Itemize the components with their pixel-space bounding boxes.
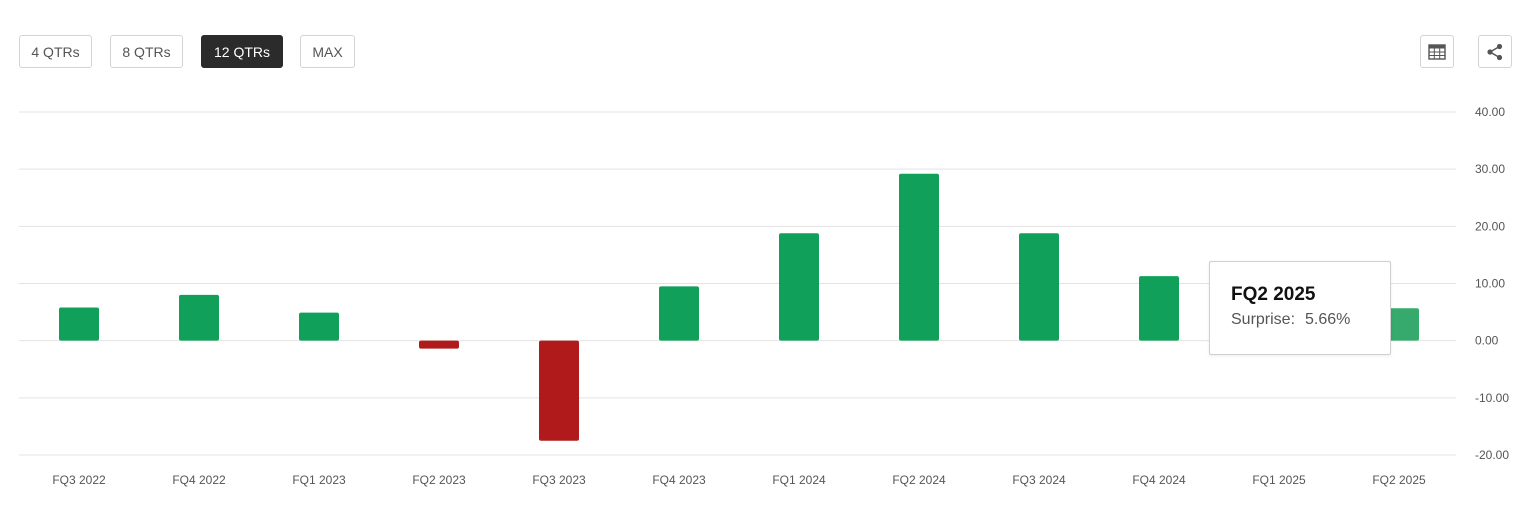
bar-fq4-2023[interactable]	[659, 286, 699, 341]
bar-fq2-2023[interactable]	[419, 340, 459, 349]
range-button-8-qtrs[interactable]: 8 QTRs	[110, 35, 183, 68]
x-tick-label: FQ2 2024	[892, 473, 946, 487]
tooltip-value: 5.66%	[1305, 311, 1351, 328]
tooltip: FQ2 2025 Surprise: 5.66%	[1209, 261, 1391, 355]
y-tick-label: -10.00	[1475, 391, 1509, 405]
x-tick-label: FQ1 2025	[1252, 473, 1306, 487]
tooltip-row: Surprise: 5.66%	[1231, 311, 1390, 329]
bar-fq4-2024[interactable]	[1139, 276, 1179, 341]
table-icon	[1428, 43, 1446, 60]
tooltip-title: FQ2 2025	[1231, 284, 1316, 305]
x-tick-label: FQ4 2023	[652, 473, 706, 487]
y-tick-label: 0.00	[1475, 334, 1499, 348]
y-axis-labels: 40.00 30.00 20.00 10.00 0.00 -10.00 -20.00	[1475, 105, 1509, 462]
y-tick-label: 10.00	[1475, 277, 1505, 291]
table-view-button[interactable]	[1420, 35, 1454, 68]
tooltip-label: Surprise:	[1231, 311, 1296, 328]
bar-fq3-2022[interactable]	[59, 307, 99, 341]
range-button-12-qtrs[interactable]: 12 QTRs	[201, 35, 283, 68]
bar-fq1-2023[interactable]	[299, 312, 339, 341]
y-tick-label: -20.00	[1475, 448, 1509, 462]
x-tick-label: FQ4 2024	[1132, 473, 1186, 487]
y-tick-label: 20.00	[1475, 219, 1505, 233]
x-tick-label: FQ3 2023	[532, 473, 586, 487]
range-button-max[interactable]: MAX	[300, 35, 355, 68]
range-button-4-qtrs[interactable]: 4 QTRs	[19, 35, 92, 68]
bar-fq3-2024[interactable]	[1019, 233, 1059, 341]
x-axis-labels: FQ3 2022 FQ4 2022 FQ1 2023 FQ2 2023 FQ3 2023…	[52, 473, 1426, 487]
share-button[interactable]	[1478, 35, 1512, 68]
x-tick-label: FQ4 2022	[172, 473, 226, 487]
x-tick-label: FQ1 2024	[772, 473, 826, 487]
x-tick-label: FQ2 2023	[412, 473, 466, 487]
x-tick-label: FQ3 2024	[1012, 473, 1066, 487]
x-tick-label: FQ3 2022	[52, 473, 106, 487]
x-tick-label: FQ2 2025	[1372, 473, 1426, 487]
x-tick-label: FQ1 2023	[292, 473, 346, 487]
bar-fq1-2024[interactable]	[779, 233, 819, 341]
y-tick-label: 40.00	[1475, 105, 1505, 119]
bar-fq4-2022[interactable]	[179, 294, 219, 341]
bar-fq3-2023[interactable]	[539, 340, 579, 441]
share-icon	[1487, 43, 1503, 60]
grid-lines	[19, 111, 1456, 456]
bar-fq2-2024[interactable]	[899, 173, 939, 341]
y-tick-label: 30.00	[1475, 162, 1505, 176]
